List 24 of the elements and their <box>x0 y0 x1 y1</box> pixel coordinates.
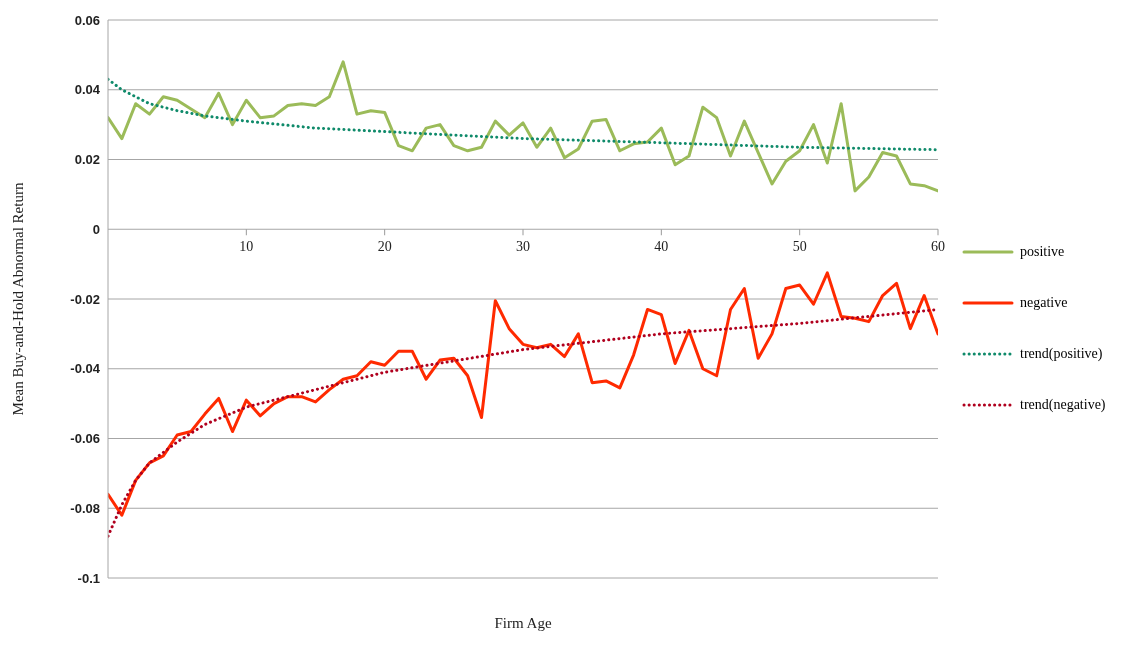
x-tick-label: 60 <box>931 239 945 255</box>
legend-label: trend(negative) <box>1020 396 1106 413</box>
legend-label: negative <box>1020 294 1068 311</box>
y-tick-label: -0.1 <box>77 570 100 586</box>
y-tick-label: 0.04 <box>74 82 101 98</box>
legend-label: trend(positive) <box>1020 345 1103 362</box>
y-tick-label: -0.08 <box>70 500 100 516</box>
y-tick-label: -0.02 <box>70 291 100 307</box>
line-series <box>108 60 938 193</box>
x-tick-label: 30 <box>516 239 530 255</box>
y-tick-label: 0 <box>92 221 100 237</box>
x-tick-label: 40 <box>654 239 669 255</box>
x-tick-label: 10 <box>239 239 254 255</box>
y-axis-title: Mean Buy-and-Hold Abnormal Return <box>10 182 27 416</box>
x-axis-title: Firm Age <box>494 615 552 631</box>
y-tick-label: 0.06 <box>74 12 100 28</box>
x-tick-label: 20 <box>377 239 392 255</box>
y-tick-label: -0.04 <box>70 361 101 377</box>
y-tick-label: 0.02 <box>74 152 100 168</box>
legend-label: positive <box>1020 243 1065 260</box>
line-series <box>108 77 938 152</box>
y-tick-label: -0.06 <box>70 431 100 447</box>
x-tick-label: 50 <box>792 239 807 255</box>
line-series <box>108 271 938 517</box>
